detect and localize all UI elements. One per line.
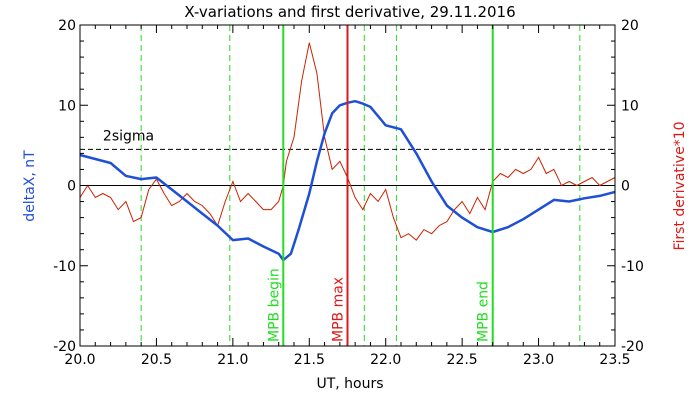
x-tick-label-7: 23.5 — [599, 352, 630, 368]
y-tick-label-right-2: 0 — [621, 179, 630, 195]
y-tick-label-left-3: -10 — [53, 259, 76, 275]
y-tick-label-left-0: 20 — [58, 18, 76, 34]
x-tick-label-6: 23.0 — [523, 352, 554, 368]
y-axis-right-label: First derivative*10 — [672, 121, 688, 250]
y-tick-label-left-4: -20 — [53, 339, 76, 355]
x-tick-label-1: 20.5 — [141, 352, 172, 368]
y-tick-label-right-4: -20 — [621, 339, 644, 355]
annotations: 2sigma MPB begin MPB max MPB end — [103, 25, 494, 346]
y-axis-left-label: deltaX, nT — [22, 150, 38, 222]
series-layer — [79, 42, 616, 262]
y-tick-label-right-1: 10 — [621, 98, 639, 114]
chart-title: X-variations and first derivative, 29.11… — [184, 3, 515, 21]
x-tick-label-5: 22.5 — [447, 352, 478, 368]
series-line-deltax — [79, 99, 616, 262]
y-tick-label-right-0: 20 — [621, 18, 639, 34]
vline-label-0: MPB begin — [266, 268, 282, 342]
x-tick-label-2: 21.0 — [217, 352, 248, 368]
x-tick-label-3: 21.5 — [294, 352, 325, 368]
y-tick-label-left-1: 10 — [58, 98, 76, 114]
series-line-derivative — [79, 42, 616, 241]
y-tick-label-left-2: 0 — [67, 179, 76, 195]
y-tick-label-right-3: -10 — [621, 259, 644, 275]
axes: 20.0 20.5 21.0 21.5 22.0 22.5 23.0 23.5 20 10 0 -10… — [53, 18, 644, 368]
x-axis-label: UT, hours — [316, 376, 383, 392]
threshold-label: 2sigma — [103, 128, 154, 144]
vline-label-2: MPB end — [476, 281, 492, 342]
x-tick-label-4: 22.0 — [370, 352, 401, 368]
vline-label-1: MPB max — [331, 277, 347, 342]
x-tick-label-0: 20.0 — [64, 352, 95, 368]
